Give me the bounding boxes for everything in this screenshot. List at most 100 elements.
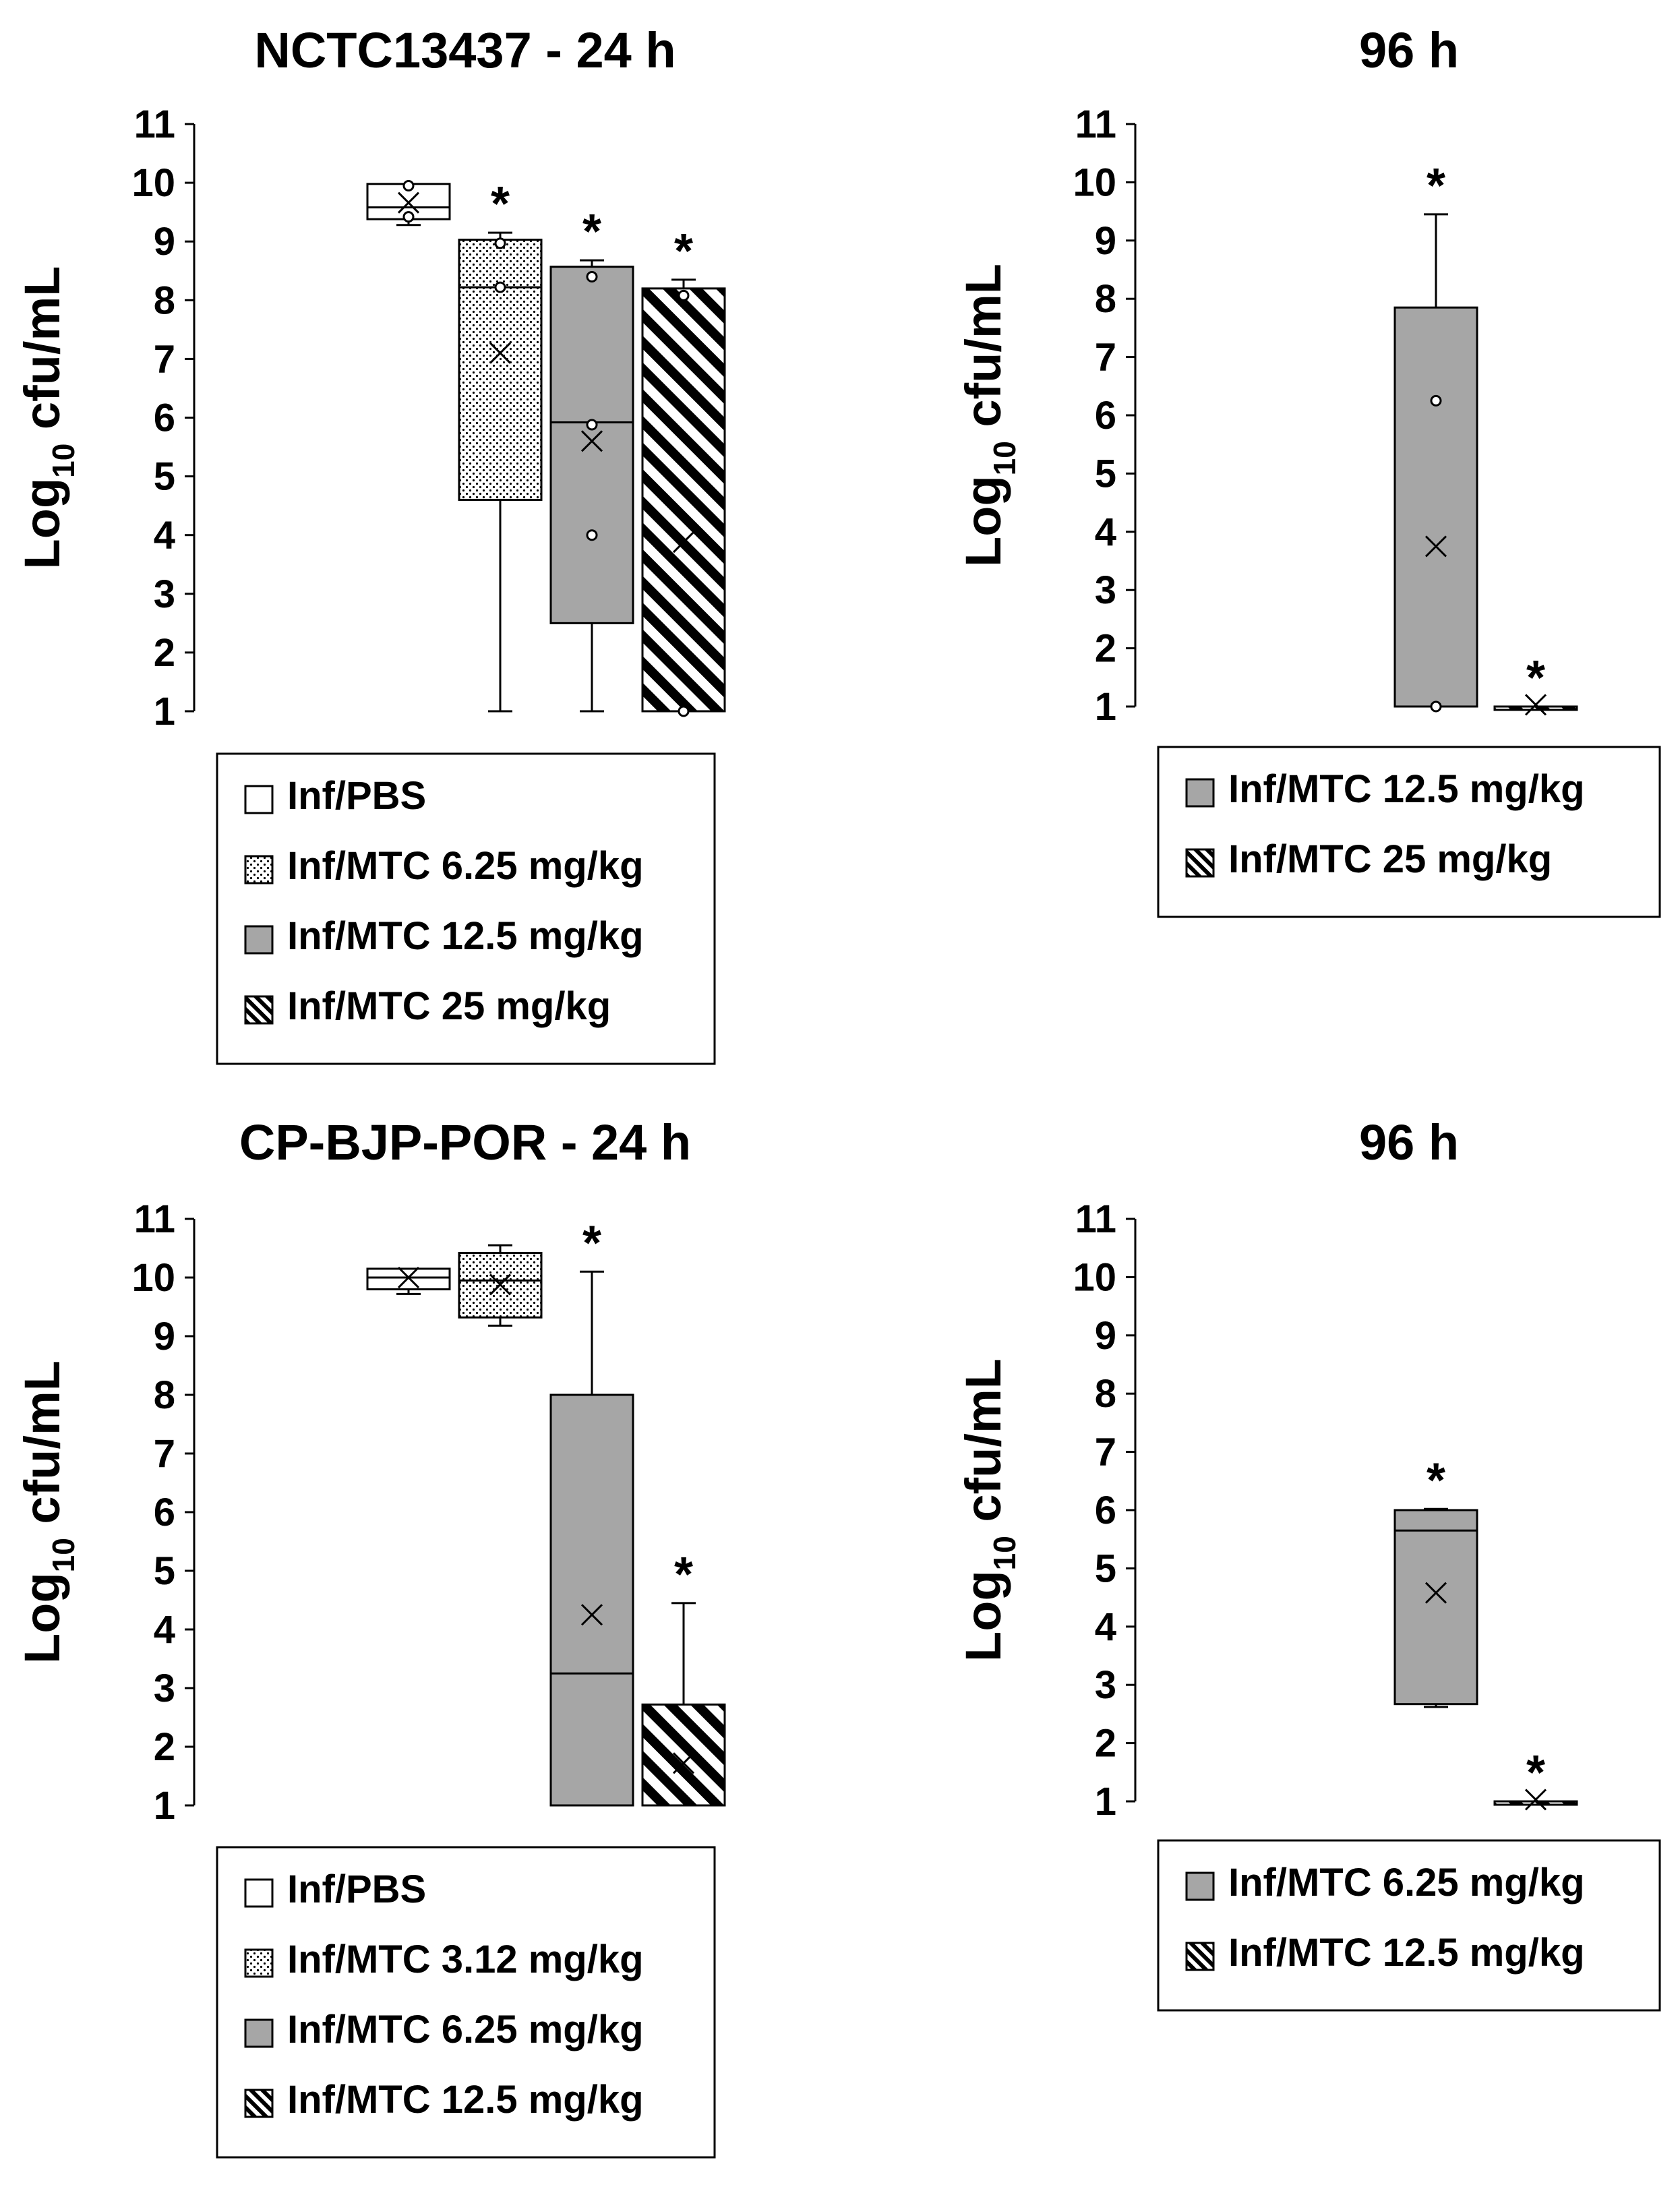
outlier-point <box>494 281 506 293</box>
legend-label: Inf/MTC 12.5 mg/kg <box>287 2078 644 2122</box>
chart-title: CP-BJP-POR - 24 h <box>239 1114 691 1170</box>
y-tick-label: 1 <box>1095 1780 1116 1824</box>
mean-marker <box>1424 1582 1447 1604</box>
legend-frame <box>1157 746 1661 918</box>
y-tick-label: 10 <box>1073 160 1116 204</box>
y-tick-label: 4 <box>1095 1605 1116 1649</box>
mean-marker <box>489 342 512 364</box>
legend-swatch <box>1185 848 1215 878</box>
legend-swatch <box>1185 778 1215 808</box>
outlier-point <box>1430 394 1442 407</box>
y-axis-label: Log10 cfu/mL <box>955 264 1022 567</box>
y-tick-label: 4 <box>154 514 175 558</box>
box-body <box>1393 306 1478 708</box>
significance-star: * <box>582 1216 601 1270</box>
outlier-point <box>402 211 415 223</box>
y-tick-label: 6 <box>154 1491 175 1534</box>
mean-marker <box>672 1752 695 1774</box>
y-axis-label-subscript: 10 <box>46 1538 81 1572</box>
outlier-point <box>586 270 598 282</box>
legend-swatch <box>244 2089 274 2118</box>
y-tick-label: 11 <box>134 1197 175 1241</box>
chart-title: 96 h <box>1359 22 1459 78</box>
y-tick-label: 4 <box>1095 510 1116 554</box>
y-axis-label-subscript: 10 <box>46 444 81 478</box>
y-tick-label: 11 <box>1075 1197 1116 1241</box>
y-axis-label: Log10 cfu/mL <box>14 1360 81 1664</box>
outlier-point <box>494 237 506 249</box>
legend: Inf/PBS Inf/MTC 3.12 mg/kg Inf/MTC 6.25 mg… <box>216 1846 716 2159</box>
outlier-point <box>1430 700 1442 713</box>
legend: Inf/PBS Inf/MTC 6.25 mg/kg Inf/MTC 12.5 mg… <box>216 752 716 1065</box>
outlier-point <box>586 419 598 431</box>
legend-label: Inf/MTC 12.5 mg/kg <box>287 914 644 958</box>
legend-swatch <box>244 2018 274 2048</box>
chart-title: NCTC13437 - 24 h <box>254 22 676 78</box>
box-body <box>549 266 634 624</box>
box-inf-pbs <box>366 179 451 227</box>
mean-marker <box>1524 1789 1547 1811</box>
mean-marker <box>580 430 603 452</box>
y-tick-label: 3 <box>1095 568 1116 612</box>
box-body <box>1493 1800 1578 1806</box>
box-inf-mtc-12-5-mg-kg: * <box>1493 1746 1578 1811</box>
y-tick-label: 8 <box>154 278 175 322</box>
legend: Inf/MTC 6.25 mg/kg Inf/MTC 12.5 mg/kg <box>1157 1839 1661 2012</box>
y-tick-label: 6 <box>1095 394 1116 438</box>
box-inf-mtc-12-5-mg-kg: * <box>641 1548 726 1807</box>
y-tick-label: 9 <box>1095 1314 1116 1358</box>
mean-marker <box>489 1273 512 1296</box>
legend-label: Inf/PBS <box>287 1867 426 1911</box>
box-body <box>1393 1509 1478 1706</box>
y-tick-label: 6 <box>1095 1489 1116 1532</box>
legend-swatch <box>244 1878 274 1908</box>
y-tick-label: 11 <box>1075 102 1116 146</box>
outlier-point <box>586 529 598 541</box>
box-body <box>641 287 726 713</box>
legend-swatch <box>244 785 274 814</box>
y-tick-label: 1 <box>154 1784 175 1828</box>
box-body <box>366 1267 451 1290</box>
chart-title: 96 h <box>1359 1114 1459 1170</box>
y-tick-label: 5 <box>1095 1547 1116 1590</box>
legend-label: Inf/MTC 25 mg/kg <box>1228 837 1552 881</box>
y-axis-label: Log10 cfu/mL <box>955 1358 1022 1662</box>
box-inf-mtc-3-12-mg-kg <box>458 1244 543 1327</box>
y-tick-label: 7 <box>1095 1431 1116 1474</box>
legend-label: Inf/MTC 3.12 mg/kg <box>287 1938 644 1981</box>
box-body <box>549 1393 634 1807</box>
y-axis-label-prefix: Log <box>14 478 70 570</box>
mean-marker <box>1524 694 1547 716</box>
outlier-point <box>402 179 415 191</box>
y-tick-label: 2 <box>154 631 175 675</box>
y-tick-label: 8 <box>1095 1372 1116 1416</box>
y-axis-label: Log10 cfu/mL <box>14 266 81 570</box>
y-tick-label: 2 <box>154 1725 175 1769</box>
legend-frame <box>216 752 716 1065</box>
legend-frame <box>216 1846 716 2159</box>
significance-star: * <box>674 1548 693 1602</box>
box-inf-mtc-6-25-mg-kg: * <box>549 1216 634 1807</box>
y-tick-label: 1 <box>154 690 175 733</box>
y-axis-label-prefix: Log <box>955 1570 1011 1662</box>
mean-marker <box>672 531 695 553</box>
significance-star: * <box>1427 1453 1445 1507</box>
box-inf-pbs <box>366 1266 451 1295</box>
y-tick-label: 2 <box>1095 627 1116 671</box>
y-axis-label-suffix: cfu/mL <box>14 266 70 444</box>
legend-label: Inf/MTC 25 mg/kg <box>287 984 611 1028</box>
legend-label: Inf/PBS <box>287 774 426 818</box>
significance-star: * <box>1427 159 1445 213</box>
box-body <box>458 1251 543 1319</box>
y-tick-label: 10 <box>131 1256 175 1300</box>
y-tick-label: 8 <box>154 1373 175 1417</box>
legend-label: Inf/MTC 12.5 mg/kg <box>1228 1931 1585 1975</box>
outlier-point <box>678 289 690 301</box>
y-tick-label: 11 <box>134 102 175 146</box>
y-tick-label: 2 <box>1095 1722 1116 1766</box>
legend: Inf/MTC 12.5 mg/kg Inf/MTC 25 mg/kg <box>1157 746 1661 918</box>
y-tick-label: 5 <box>154 1549 175 1593</box>
